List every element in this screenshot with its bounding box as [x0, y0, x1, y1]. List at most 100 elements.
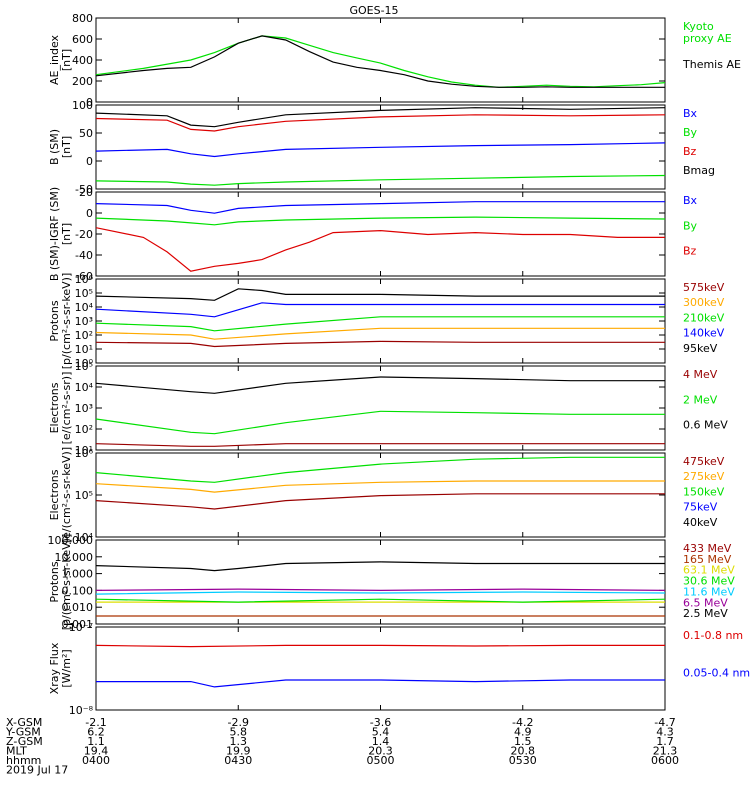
- panel-4-series-2: [95, 376, 665, 394]
- panel-3-ylabel: Protons[p/(cm²-s-sr-keV)]: [48, 273, 73, 370]
- panel-1-ytick-label: 50: [79, 127, 93, 140]
- panel-6-series-3: [95, 598, 666, 603]
- panel-4-series-1: [95, 410, 665, 435]
- x-col-value: 0500: [367, 754, 395, 767]
- panel-1-ytick-label: -50: [75, 183, 93, 196]
- x-col-value: 1.1: [87, 735, 105, 748]
- panel-2-ylabel: B (SM)-IGRF (SM)[nT]: [48, 187, 73, 281]
- panel-2-series-0: [95, 201, 665, 214]
- panel-4-ytick-label: 10²: [75, 423, 93, 436]
- panel-6-legend-2: 63.1 MeV: [683, 564, 735, 577]
- x-col-value: 0430: [224, 754, 252, 767]
- panel-4-ytick-label: 10¹: [75, 444, 93, 457]
- panel-5-legend-3: 75keV: [683, 501, 718, 514]
- panel-3-legend-3: 140keV: [683, 327, 725, 340]
- panel-6-series-4: [95, 591, 666, 595]
- panel-7-series-1: [96, 679, 665, 688]
- x-col-value: -2.9: [228, 716, 249, 729]
- panel-3-series-1: [95, 327, 665, 340]
- panel-0-ylabel: AE_index[nT]: [48, 34, 73, 85]
- panel-3-ytick-label: 10⁰: [75, 357, 94, 370]
- panel-0-ytick-label: 800: [72, 12, 93, 25]
- panel-3-ytick-label: 10¹: [75, 343, 93, 356]
- panel-0-frame: [95, 17, 666, 103]
- panel-1-series-2: [95, 114, 666, 132]
- panel-5-series-0: [95, 493, 665, 510]
- x-col-value: 19.4: [84, 745, 109, 758]
- panel-6-frame: [95, 539, 666, 625]
- panel-5-legend-1: 275keV: [683, 470, 725, 483]
- panel-3-frame: [95, 278, 666, 364]
- x-col-value: 1.4: [372, 735, 390, 748]
- panel-1-legend-1: By: [683, 126, 698, 139]
- panel-2-series-2: [95, 227, 665, 272]
- panel-7-legend-1: 0.05-0.4 nm: [683, 667, 750, 680]
- panel-2-ytick-label: 0: [86, 207, 93, 220]
- panel-6-ytick-label: 100.000: [48, 534, 94, 547]
- panel-4-series-0: [95, 443, 665, 447]
- panel-3-legend-4: 95keV: [683, 342, 718, 355]
- chart-title: GOES-15: [349, 4, 398, 17]
- panel-1-ytick-label: 0: [86, 155, 93, 168]
- x-col-value: 1.5: [514, 735, 532, 748]
- panel-2-ytick-label: 20: [79, 186, 93, 199]
- panel-0-legend-1: Themis AE: [682, 58, 741, 71]
- panel-1-legend-0: Bx: [683, 107, 698, 120]
- panel-6-legend-6: 2.5 MeV: [683, 607, 728, 620]
- panel-4-legend-2: 0.6 MeV: [683, 419, 728, 432]
- panel-1-ylabel: B (SM)[nT]: [48, 129, 73, 165]
- x-col-value: -4.2: [512, 716, 533, 729]
- panel-6-legend-4: 11.6 MeV: [683, 585, 735, 598]
- panel-6-legend-3: 30.6 MeV: [683, 575, 735, 588]
- panel-2-series-1: [95, 216, 666, 226]
- panel-5-legend-2: 150keV: [683, 485, 725, 498]
- x-col-value: 5.8: [230, 726, 248, 739]
- panel-0-ytick-label: 400: [72, 54, 93, 67]
- panel-7-ylabel: Xray Flux[W/m²]: [48, 642, 73, 694]
- x-col-value: 4.3: [656, 726, 674, 739]
- panel-6-ylabel: Protons[p/(cm²-s-sr-keV)]: [48, 534, 73, 631]
- panel-2-legend-0: Bx: [683, 194, 698, 207]
- x-col-value: 1.7: [656, 735, 674, 748]
- panel-3-legend-1: 300keV: [683, 296, 725, 309]
- panel-5-series-1: [95, 480, 665, 493]
- panel-1-ytick-label: 100: [72, 99, 93, 112]
- panel-2-ytick-label: -40: [75, 249, 93, 262]
- panel-5-legend-0: 475keV: [683, 455, 725, 468]
- x-col-value: 4.9: [514, 726, 532, 739]
- x-row-label: Z-GSM: [6, 735, 43, 748]
- panel-1-legend-3: Bmag: [683, 164, 715, 177]
- panel-2-ytick-label: -20: [75, 228, 93, 241]
- panel-1-legend-2: Bz: [683, 145, 697, 158]
- panel-0-ytick-label: 0: [86, 96, 93, 109]
- x-col-value: 1.3: [230, 735, 248, 748]
- panel-3-ytick-label: 10²: [75, 329, 93, 342]
- panel-6-series-5: [95, 588, 666, 592]
- panel-7-frame: [95, 626, 666, 711]
- panel-7-legend-0: 0.1-0.8 nm: [683, 629, 743, 642]
- panel-3-legend-2: 210keV: [683, 311, 725, 324]
- panel-6-ytick-label: 0.001: [62, 618, 94, 631]
- x-col-value: 21.3: [653, 745, 678, 758]
- panel-6-ytick-label: 1.000: [62, 568, 94, 581]
- panel-2-ytick-label: -60: [75, 270, 93, 283]
- x-row-label: hhmm: [6, 754, 41, 767]
- panel-6-legend-0: 433 MeV: [683, 542, 732, 555]
- panel-0-ytick-label: 200: [72, 75, 93, 88]
- x-col-value: 6.2: [87, 726, 105, 739]
- panel-1-series-0: [95, 142, 666, 158]
- panel-5-ylabel: Electrons[e/(cm²-s-sr-keV)]: [48, 447, 73, 543]
- panel-3-ytick-label: 10⁶: [75, 273, 94, 286]
- panel-5-series-2: [95, 456, 665, 483]
- x-col-value: -2.1: [85, 716, 106, 729]
- panel-3-ytick-label: 10⁵: [75, 287, 93, 300]
- panel-4-legend-0: 4 MeV: [683, 368, 718, 381]
- panel-6-ytick-label: 10.000: [55, 551, 94, 564]
- panel-4-frame: [95, 365, 666, 451]
- panel-3-series-3: [95, 302, 665, 318]
- panel-6-series-6: [95, 561, 665, 572]
- panel-4-ylabel: Electrons[e/(cm²-s-sr)]: [48, 372, 73, 445]
- panel-7-ytick-label: 10⁻⁷: [69, 621, 93, 634]
- panel-3-legend-0: 575keV: [683, 281, 725, 294]
